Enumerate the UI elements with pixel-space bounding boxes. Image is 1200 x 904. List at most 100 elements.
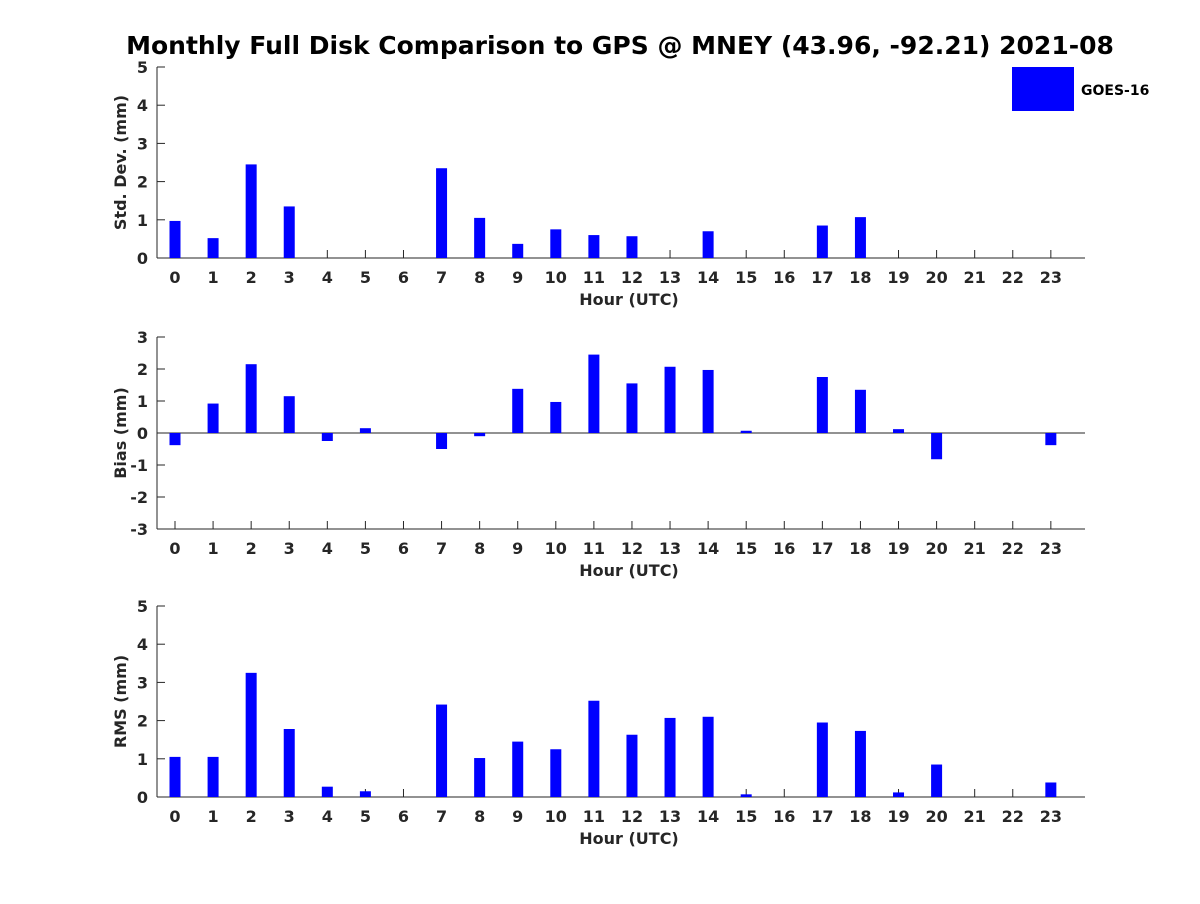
bar-rms-3: [283, 729, 295, 797]
y-tick-label: 2: [137, 360, 148, 379]
x-tick-label: 13: [659, 268, 681, 287]
bar-bias-1: [207, 403, 219, 433]
bar-bias-19: [893, 429, 905, 433]
bar-bias-9: [512, 388, 524, 433]
x-tick-label: 5: [360, 807, 371, 826]
x-tick-label: 22: [1002, 268, 1024, 287]
bar-rms-5: [359, 791, 371, 797]
x-tick-label: 1: [208, 539, 219, 558]
bar-bias-8: [474, 433, 486, 437]
bar-std-2: [245, 164, 257, 258]
y-axis-label: RMS (mm): [111, 655, 130, 748]
bar-std-9: [512, 243, 524, 258]
y-tick-label: 3: [137, 673, 148, 692]
bar-rms-20: [931, 764, 943, 797]
y-tick-label: 4: [137, 635, 148, 654]
bar-std-14: [702, 231, 714, 258]
bar-std-8: [474, 217, 486, 258]
bar-std-17: [816, 225, 828, 258]
bar-bias-15: [740, 430, 752, 433]
x-tick-label: 7: [436, 807, 447, 826]
x-tick-label: 20: [925, 807, 947, 826]
x-tick-label: 19: [887, 268, 909, 287]
bar-bias-10: [550, 401, 562, 433]
x-tick-label: 6: [398, 807, 409, 826]
x-tick-label: 20: [925, 539, 947, 558]
bar-bias-13: [664, 366, 676, 433]
x-tick-label: 2: [246, 268, 257, 287]
x-tick-label: 13: [659, 807, 681, 826]
x-tick-label: 13: [659, 539, 681, 558]
x-tick-label: 5: [360, 539, 371, 558]
bar-std-10: [550, 229, 562, 258]
x-tick-label: 23: [1040, 807, 1062, 826]
x-tick-label: 4: [322, 268, 333, 287]
bar-std-1: [207, 238, 219, 258]
x-tick-label: 2: [246, 807, 257, 826]
y-tick-label: 1: [137, 750, 148, 769]
bar-rms-9: [512, 741, 524, 797]
x-tick-label: 1: [208, 807, 219, 826]
bar-std-3: [283, 206, 295, 258]
x-tick-label: 4: [322, 807, 333, 826]
x-axis-label: Hour (UTC): [579, 290, 679, 309]
x-tick-label: 10: [545, 268, 567, 287]
x-tick-label: 8: [474, 268, 485, 287]
x-tick-label: 17: [811, 268, 833, 287]
bar-rms-17: [816, 722, 828, 797]
y-axis-label: Std. Dev. (mm): [111, 95, 130, 230]
bar-rms-7: [436, 704, 448, 797]
y-axis-label: Bias (mm): [111, 387, 130, 479]
x-tick-label: 17: [811, 539, 833, 558]
x-tick-label: 16: [773, 807, 795, 826]
y-tick-label: 5: [137, 597, 148, 616]
x-tick-label: 18: [849, 539, 871, 558]
x-tick-label: 14: [697, 807, 719, 826]
x-tick-label: 0: [169, 268, 180, 287]
x-tick-label: 16: [773, 539, 795, 558]
x-tick-label: 12: [621, 268, 643, 287]
x-tick-label: 15: [735, 268, 757, 287]
x-tick-label: 22: [1002, 807, 1024, 826]
x-tick-label: 8: [474, 807, 485, 826]
x-tick-label: 9: [512, 807, 523, 826]
x-tick-label: 21: [964, 807, 986, 826]
x-tick-label: 7: [436, 268, 447, 287]
bar-std-0: [169, 220, 181, 258]
x-tick-label: 12: [621, 539, 643, 558]
bar-bias-20: [931, 433, 943, 460]
x-tick-label: 18: [849, 807, 871, 826]
x-tick-label: 11: [583, 807, 605, 826]
y-tick-label: 0: [137, 249, 148, 268]
y-tick-label: -3: [130, 520, 148, 539]
legend-label-goes-16: GOES-16: [1081, 83, 1149, 99]
bar-bias-0: [169, 433, 181, 446]
x-tick-label: 23: [1040, 539, 1062, 558]
bar-rms-19: [893, 792, 905, 797]
x-tick-label: 18: [849, 268, 871, 287]
x-tick-label: 11: [583, 268, 605, 287]
y-tick-label: 2: [137, 712, 148, 731]
legend-swatch-goes-16: [1012, 67, 1074, 111]
x-tick-label: 10: [545, 539, 567, 558]
x-tick-label: 3: [284, 807, 295, 826]
bar-bias-14: [702, 369, 714, 433]
bar-bias-2: [245, 364, 257, 433]
x-tick-label: 17: [811, 807, 833, 826]
bar-rms-23: [1045, 782, 1057, 797]
bar-rms-0: [169, 756, 181, 797]
x-tick-label: 7: [436, 539, 447, 558]
bar-bias-12: [626, 383, 638, 433]
chart-title: Monthly Full Disk Comparison to GPS @ MN…: [126, 31, 1114, 60]
bar-rms-11: [588, 700, 600, 797]
bar-rms-2: [245, 672, 257, 797]
x-tick-label: 4: [322, 539, 333, 558]
bar-bias-5: [359, 428, 371, 433]
x-tick-label: 14: [697, 268, 719, 287]
bar-bias-7: [436, 433, 448, 449]
x-tick-label: 15: [735, 539, 757, 558]
x-tick-label: 22: [1002, 539, 1024, 558]
x-tick-label: 23: [1040, 268, 1062, 287]
